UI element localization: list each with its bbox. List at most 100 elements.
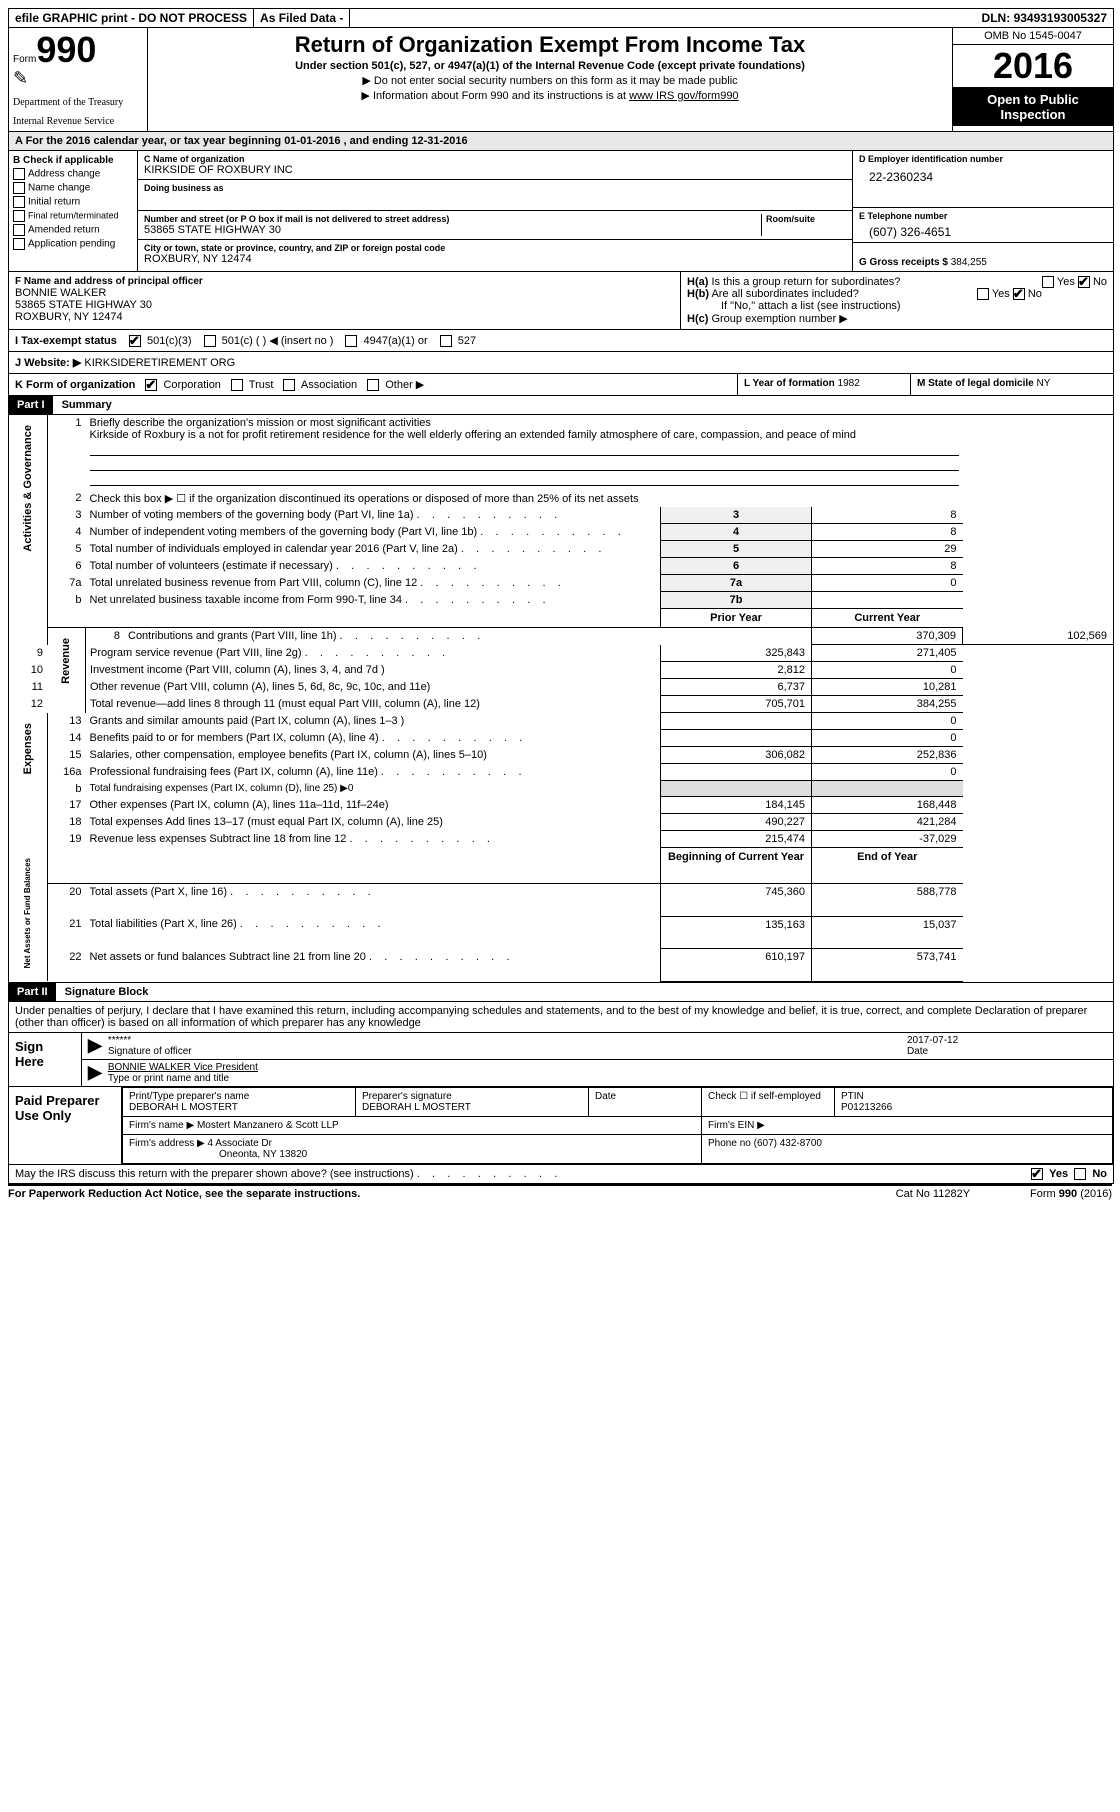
firm-ein-cell: Firm's EIN ▶ (702, 1116, 1113, 1134)
q1-value: Kirkside of Roxbury is a not for profit … (90, 429, 857, 441)
summary-table: Activities & Governance 1 Briefly descri… (9, 414, 1113, 981)
gov-row-5: 5Total number of individuals employed in… (9, 541, 1113, 558)
chk-4947a1[interactable] (345, 335, 357, 347)
side-revenue: Revenue (47, 628, 86, 713)
sign-body: ▶ ****** Signature of officer 2017-07-12… (82, 1033, 1113, 1086)
hb-yes-checkbox[interactable] (977, 288, 989, 300)
tax-exempt-status: I Tax-exempt status 501(c)(3) 501(c) ( )… (9, 330, 1113, 351)
irs-link[interactable]: www IRS gov/form990 (629, 90, 738, 102)
firm-addr-cell: Firm's address ▶ 4 Associate Dr Oneonta,… (123, 1134, 702, 1163)
part-i-title: Summary (56, 396, 118, 414)
firm-addr2: Oneonta, NY 13820 (129, 1149, 307, 1160)
tax-year: 2016 (953, 45, 1113, 88)
form-header: Form990 ✎ Department of the Treasury Int… (9, 28, 1113, 131)
form-subtitle: Under section 501(c), 527, or 4947(a)(1)… (156, 60, 944, 72)
signature-officer-label: Signature of officer (108, 1046, 907, 1057)
ha-no-checkbox[interactable] (1078, 276, 1090, 288)
discuss-no-checkbox[interactable] (1074, 1168, 1086, 1180)
ptin-cell: PTIN P01213266 (835, 1087, 1113, 1116)
part-i-badge: Part I (9, 396, 53, 414)
omb-number: OMB No 1545-0047 (953, 28, 1113, 45)
date-label: Date (907, 1046, 1107, 1057)
arrow-icon: ▶ (88, 1062, 102, 1084)
chk-initial-return[interactable]: Initial return (13, 196, 133, 208)
website-label: J Website: ▶ (15, 357, 81, 369)
chk-501c[interactable] (204, 335, 216, 347)
ha-yes-checkbox[interactable] (1042, 276, 1054, 288)
l-value: 1982 (838, 378, 860, 389)
chk-application-pending[interactable]: Application pending (13, 238, 133, 250)
gov-row-7b: bNet unrelated business taxable income f… (9, 592, 1113, 609)
dba-cell: Doing business as (138, 180, 852, 211)
officer-signature-line: ▶ ****** Signature of officer 2017-07-12… (82, 1033, 1113, 1060)
officer-name-line: ▶ BONNIE WALKER Vice President Type or p… (82, 1060, 1113, 1086)
m-label: M State of legal domicile (917, 378, 1034, 389)
dln-value: 93493193005327 (1014, 11, 1107, 25)
prep-sig-label: Preparer's signature (362, 1091, 582, 1102)
paid-preparer-section: Paid Preparer Use Only Print/Type prepar… (9, 1086, 1113, 1164)
dln-label: DLN: (982, 11, 1011, 25)
phone-label: Phone no (708, 1138, 751, 1149)
ha-yn: Yes No (1042, 276, 1107, 288)
website-value: KIRKSIDERETIREMENT ORG (84, 357, 235, 369)
column-c-org-info: C Name of organization KIRKSIDE OF ROXBU… (138, 151, 852, 271)
instruction-1: ▶ Do not enter social security numbers o… (156, 74, 944, 87)
tel-value: (607) 326-4651 (859, 221, 1107, 239)
chk-corporation[interactable] (145, 379, 157, 391)
firm-name-value: Mostert Manzanero & Scott LLP (197, 1120, 339, 1131)
prep-sig-cell: Preparer's signature DEBORAH L MOSTERT (356, 1087, 589, 1116)
open-line1: Open to Public (957, 92, 1109, 107)
hb-label: H(b) (687, 288, 709, 300)
officer-street: 53865 STATE HIGHWAY 30 (15, 299, 674, 311)
ein-label: D Employer identification number (859, 154, 1107, 164)
part-ii-header: Part II Signature Block (9, 982, 1113, 1001)
row-fh: F Name and address of principal officer … (9, 271, 1113, 329)
ein-value: 22-2360234 (859, 164, 1107, 184)
telephone-cell: E Telephone number (607) 326-4651 (853, 208, 1113, 243)
firm-name-label: Firm's name ▶ (129, 1120, 194, 1131)
sign-here-label: Sign Here (9, 1033, 82, 1086)
discuss-yes-checkbox[interactable] (1031, 1168, 1043, 1180)
gross-label: G Gross receipts $ (859, 257, 948, 268)
arrow-icon: ▶ (88, 1035, 102, 1057)
hb-no-checkbox[interactable] (1013, 288, 1025, 300)
footer-right: Form 990 (2016) (1030, 1188, 1112, 1200)
chk-527[interactable] (440, 335, 452, 347)
prep-sig-value: DEBORAH L MOSTERT (362, 1102, 582, 1113)
phone-value: (607) 432-8700 (754, 1138, 822, 1149)
gov-row-3: 3Number of voting members of the governi… (9, 507, 1113, 524)
firm-addr-label: Firm's address ▶ (129, 1138, 205, 1149)
part-ii-badge: Part II (9, 983, 56, 1001)
main-grid: B Check if applicable Address change Nam… (9, 151, 1113, 271)
hb-yn: Yes No (977, 288, 1042, 300)
dln: DLN: 93493193005327 (976, 9, 1113, 27)
room-label: Room/suite (766, 214, 846, 224)
column-b-checkboxes: B Check if applicable Address change Nam… (9, 151, 138, 271)
officer-name: BONNIE WALKER (15, 287, 674, 299)
ein-cell: D Employer identification number 22-2360… (853, 151, 1113, 208)
chk-other[interactable] (367, 379, 379, 391)
chk-final-return[interactable]: Final return/terminated (13, 210, 133, 222)
hc-row: H(c) Group exemption number ▶ (687, 312, 1107, 325)
officer-name-title: BONNIE WALKER Vice President (108, 1062, 1107, 1073)
open-public-notice: Open to Public Inspection (953, 88, 1113, 126)
form-990-document: efile GRAPHIC print - DO NOT PROCESS As … (8, 8, 1114, 1184)
paid-preparer-label: Paid Preparer Use Only (9, 1087, 122, 1164)
ha-label: H(a) (687, 276, 708, 288)
form-title: Return of Organization Exempt From Incom… (156, 32, 944, 58)
row-k: K Form of organization Corporation Trust… (9, 373, 1113, 395)
efile-notice: efile GRAPHIC print - DO NOT PROCESS (9, 9, 254, 27)
dept-treasury: Department of the Treasury (13, 97, 143, 108)
chk-trust[interactable] (231, 379, 243, 391)
chk-amended-return[interactable]: Amended return (13, 224, 133, 236)
street-value: 53865 STATE HIGHWAY 30 (144, 224, 761, 236)
chk-address-change[interactable]: Address change (13, 168, 133, 180)
street-label: Number and street (or P O box if mail is… (144, 214, 761, 224)
chk-501c3[interactable] (129, 335, 141, 347)
side-governance: Activities & Governance (9, 415, 47, 645)
chk-name-change[interactable]: Name change (13, 182, 133, 194)
row-a-tax-year: A For the 2016 calendar year, or tax yea… (9, 131, 1113, 151)
header-left: Form990 ✎ Department of the Treasury Int… (9, 28, 148, 131)
chk-association[interactable] (283, 379, 295, 391)
as-filed-label: As Filed Data - (254, 9, 350, 27)
